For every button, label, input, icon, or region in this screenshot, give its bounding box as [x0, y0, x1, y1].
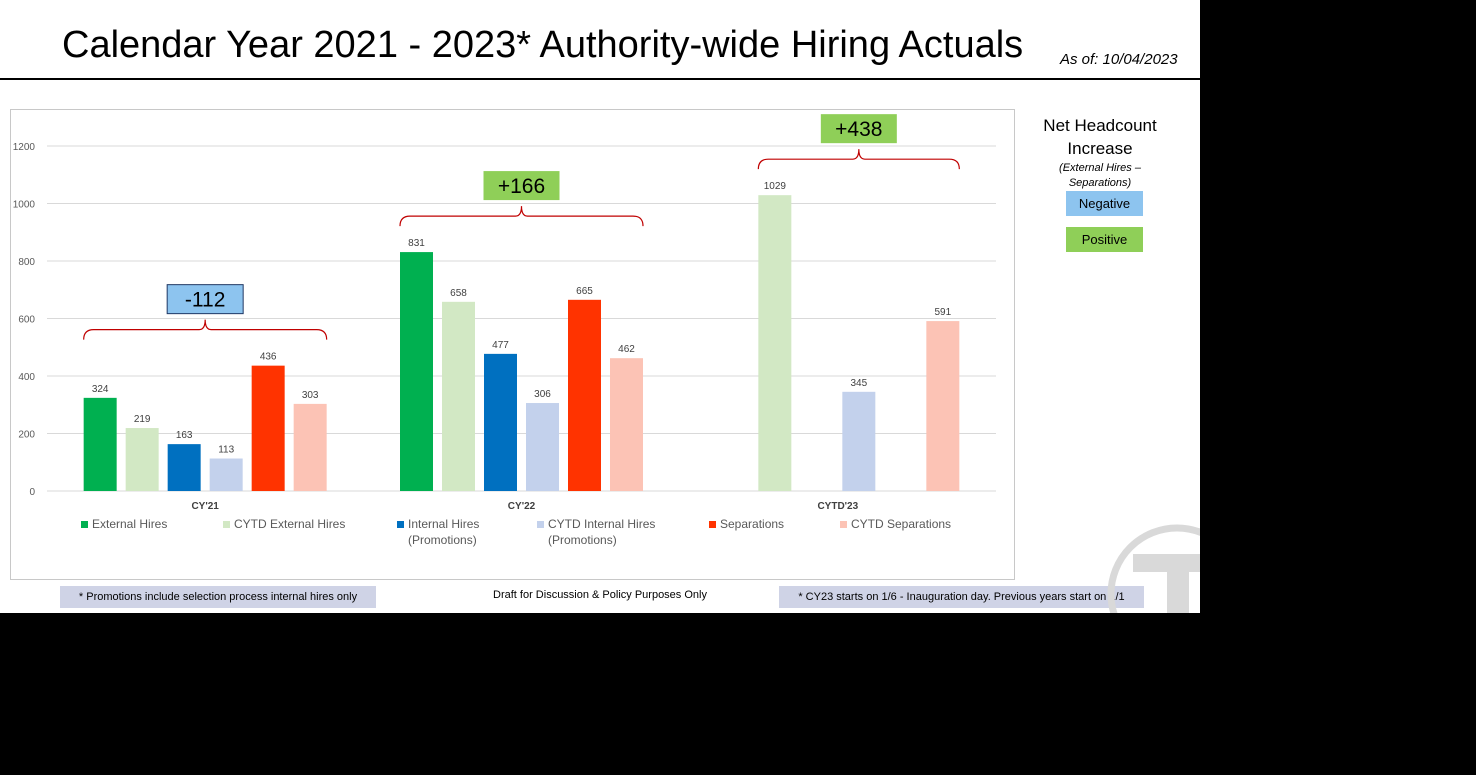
- slide: Calendar Year 2021 - 2023* Authority-wid…: [0, 0, 1200, 613]
- x-tick-label: CY'21: [191, 501, 219, 512]
- legend-label: (Promotions): [548, 533, 617, 547]
- data-label: 345: [850, 378, 867, 389]
- legend-swatch: [223, 521, 230, 528]
- legend-label: CYTD External Hires: [234, 517, 345, 531]
- bar: [400, 252, 433, 491]
- legend-swatch: [81, 521, 88, 528]
- chart-area: 0 200 400 600 800 1000 1200 324 219 163 113 436 303 C…: [10, 109, 1015, 580]
- y-tick-label: 800: [18, 257, 35, 268]
- net-headcount-box: [820, 114, 897, 144]
- net-headcount-legend-subtitle: (External Hires – Separations): [1030, 161, 1170, 191]
- bar: [167, 444, 201, 491]
- legend-subtitle-line: (External Hires –: [1059, 162, 1141, 174]
- bar: [568, 299, 601, 491]
- bar: [442, 301, 475, 491]
- data-label: 665: [576, 286, 593, 297]
- transit-logo-icon: [1107, 524, 1200, 613]
- y-tick-label: 400: [18, 372, 35, 383]
- data-label: 113: [218, 445, 234, 456]
- bar: [293, 403, 327, 491]
- x-tick-label: CY'22: [508, 501, 536, 512]
- draft-notice: Draft for Discussion & Policy Purposes O…: [493, 589, 707, 601]
- net-brace: [757, 149, 960, 170]
- legend-swatch: [537, 521, 544, 528]
- legend-label: CYTD Internal Hires: [548, 517, 655, 531]
- data-label: 462: [618, 344, 635, 355]
- data-label: 658: [450, 288, 467, 299]
- x-tick-label: CYTD'23: [817, 501, 858, 512]
- bar: [758, 195, 792, 491]
- as-of-date: As of: 10/04/2023: [1060, 51, 1178, 68]
- bar: [526, 403, 559, 491]
- bar: [610, 358, 643, 491]
- bar: [842, 391, 876, 491]
- net-headcount-box: [166, 284, 244, 315]
- data-label: 1029: [764, 181, 787, 192]
- bar: [926, 321, 960, 491]
- data-label: 306: [534, 389, 551, 400]
- legend-title-line: Net Headcount: [1043, 116, 1157, 135]
- bar: [83, 397, 117, 491]
- net-headcount-box: [483, 171, 560, 201]
- legend-label: CYTD Separations: [851, 517, 951, 531]
- y-tick-label: 200: [18, 430, 35, 441]
- legend-swatch: [840, 521, 847, 528]
- data-label: 324: [92, 384, 109, 395]
- y-tick-label: 600: [18, 315, 35, 326]
- legend-swatch: [709, 521, 716, 528]
- y-tick-label: 1000: [13, 200, 36, 211]
- data-label: 477: [492, 340, 509, 351]
- legend-label: External Hires: [92, 517, 167, 531]
- data-label: 303: [302, 390, 319, 401]
- negative-legend-box: Negative: [1066, 191, 1143, 216]
- net-brace: [399, 206, 644, 227]
- hiring-bar-chart: 0 200 400 600 800 1000 1200 324 219 163 113 436 303 C…: [13, 114, 996, 547]
- positive-legend-box: Positive: [1066, 227, 1143, 252]
- data-label: 163: [176, 430, 193, 441]
- data-label: 591: [934, 307, 951, 318]
- legend-label: (Promotions): [408, 533, 477, 547]
- y-tick-label: 1200: [13, 142, 36, 153]
- bar: [484, 353, 517, 491]
- data-label: 219: [134, 414, 151, 425]
- net-headcount-label: +438: [835, 118, 882, 141]
- data-label: 436: [260, 352, 277, 363]
- bar: [209, 458, 243, 491]
- bar: [125, 428, 159, 491]
- legend-label: Separations: [720, 517, 784, 531]
- title-divider: [0, 78, 1200, 80]
- bar: [251, 365, 285, 491]
- net-headcount-label: +166: [498, 175, 545, 198]
- y-tick-label: 0: [29, 487, 35, 498]
- net-brace: [83, 319, 328, 340]
- net-headcount-label: -112: [185, 289, 225, 312]
- page-title: Calendar Year 2021 - 2023* Authority-wid…: [62, 24, 1024, 66]
- cy23-footnote: * CY23 starts on 1/6 - Inauguration day.…: [779, 586, 1144, 608]
- net-headcount-legend-title: Net Headcount Increase: [1030, 114, 1170, 160]
- promotions-footnote: * Promotions include selection process i…: [60, 586, 376, 608]
- legend-label: Internal Hires: [408, 517, 479, 531]
- legend-swatch: [397, 521, 404, 528]
- legend-title-line: Increase: [1067, 139, 1133, 158]
- legend-subtitle-line: Separations): [1068, 177, 1132, 189]
- data-label: 831: [408, 238, 425, 249]
